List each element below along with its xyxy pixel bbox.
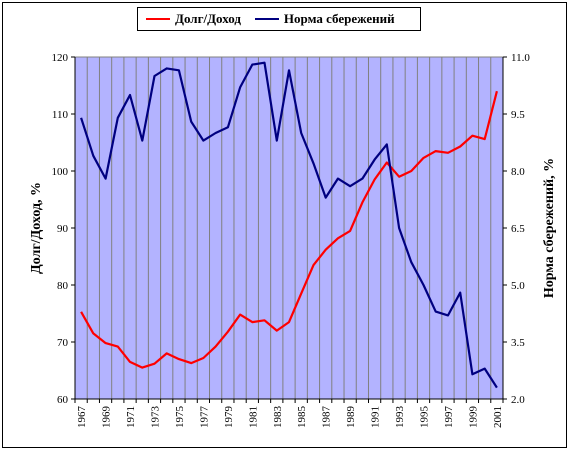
legend-swatch-red [146,18,170,20]
x-axis-tick-label: 1995 [419,406,431,429]
x-axis-tick-label: 1985 [296,406,308,429]
x-axis-tick-label: 1967 [76,406,88,429]
right-axis-tick-label: 2.0 [511,394,525,406]
x-axis-tick-label: 1987 [321,406,333,429]
x-axis-tick-label: 1989 [345,406,357,429]
legend-item-savings-rate: Норма сбережений [254,11,395,27]
right-axis-tick-label: 3.5 [511,337,525,349]
left-axis-tick-label: 100 [52,166,69,178]
x-axis-tick-label: 1983 [272,406,284,429]
series-line-savings-rate [80,61,498,389]
left-axis-title: Долг/Доход, % [29,182,44,274]
legend-label-debt-income: Долг/Доход [175,11,241,26]
left-axis-tick-label: 70 [57,337,69,349]
left-axis-tick-label: 110 [52,109,69,121]
legend-label-savings-rate: Норма сбережений [283,11,395,26]
x-axis-tick-label: 1999 [467,406,479,429]
right-axis-tick-label: 6.5 [511,223,525,235]
x-axis-tick-label: 2001 [492,406,504,428]
x-axis-tick-label: 1973 [149,406,161,429]
right-axis-tick-label: 5.0 [511,280,525,292]
right-axis-tick-label: 11.0 [511,52,530,64]
left-axis-tick-label: 120 [52,52,69,64]
left-axis-tick-label: 80 [57,280,69,292]
right-axis-tick-label: 8.0 [511,166,525,178]
legend-swatch-navy [254,18,279,20]
left-axis-tick-label: 90 [57,223,69,235]
x-axis-tick-label: 1981 [247,406,259,428]
x-axis-tick-label: 1969 [101,406,113,429]
left-axis-tick-label: 60 [57,394,69,406]
right-axis-tick-label: 9.5 [511,109,525,121]
x-axis-tick-label: 1991 [370,406,382,428]
plot-area [75,57,503,399]
chart-legend: Долг/Доход Норма сбережений [137,7,421,31]
x-axis-tick-label: 1977 [198,406,210,429]
x-axis-tick-label: 1971 [125,406,137,428]
x-axis-tick-label: 1975 [174,406,186,429]
x-axis-tick-label: 1997 [443,406,455,429]
x-axis-tick-label: 1993 [394,406,406,429]
series-line-debt-income [80,90,498,369]
right-axis-title: Норма сбережений, % [542,158,557,298]
x-axis-tick-label: 1979 [223,406,235,429]
legend-item-debt-income: Долг/Доход [146,11,241,27]
